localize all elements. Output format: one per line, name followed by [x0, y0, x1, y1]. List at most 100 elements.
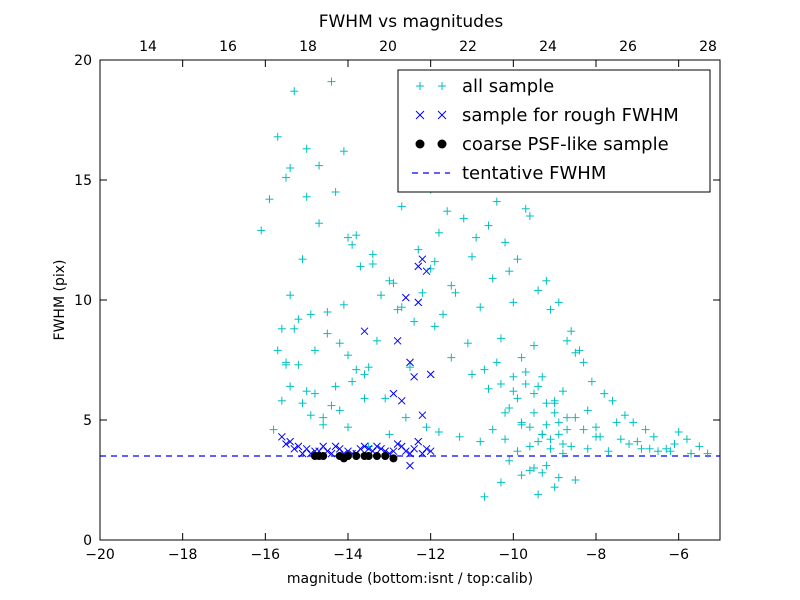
all-sample-point: [625, 440, 634, 448]
all-sample-point: [364, 363, 373, 372]
all-sample-point: [294, 315, 303, 324]
all-sample-point: [583, 444, 592, 453]
all-sample-point: [356, 262, 365, 271]
all-sample-point: [315, 161, 324, 170]
all-sample-point: [339, 300, 348, 309]
all-sample-point: [476, 437, 485, 446]
all-sample-point: [649, 432, 658, 441]
all-sample-point: [434, 228, 443, 237]
legend-psf-sample-marker: [437, 139, 447, 149]
all-sample-point: [310, 389, 319, 398]
all-sample-point: [488, 274, 497, 283]
all-sample-point: [616, 435, 625, 444]
all-sample-point: [505, 267, 514, 276]
all-sample-point: [319, 413, 328, 422]
legend: all sample sample for rough FWHM coarse PS…: [397, 69, 711, 193]
axis-ticks: −20 −18 −16 −14 −12 −10 −8 −6 14 16 18 20 22 24 26 28 0 5…: [74, 39, 720, 563]
all-sample-point: [662, 444, 671, 453]
all-sample-point: [542, 276, 551, 285]
rough-sample-point: [397, 396, 406, 405]
all-sample-point: [546, 444, 555, 453]
all-sample-point: [476, 303, 485, 312]
x-tick-label: −12: [416, 547, 446, 563]
psf-sample-point: [381, 452, 390, 460]
all-sample-point: [282, 360, 290, 369]
all-sample-point: [290, 324, 299, 333]
rough-sample-point: [406, 461, 414, 470]
all-sample-point: [687, 449, 696, 458]
all-sample-point: [348, 377, 357, 386]
all-sample-point: [286, 291, 295, 300]
top-x-tick-label: 24: [539, 39, 557, 55]
all-sample-point: [335, 406, 344, 415]
all-sample-point: [554, 473, 563, 482]
rough-sample-point: [414, 262, 423, 271]
all-sample-point: [592, 423, 600, 432]
all-sample-point: [604, 447, 613, 456]
all-sample-point: [277, 324, 286, 333]
all-sample-point: [492, 358, 501, 367]
rough-sample-point: [422, 444, 431, 453]
legend-label: tentative FWHM: [462, 163, 606, 184]
x-tick-label: −16: [251, 547, 281, 563]
all-sample-point: [319, 420, 328, 429]
all-sample-point: [298, 399, 307, 408]
all-sample-point: [674, 428, 683, 436]
all-sample-point: [579, 425, 588, 434]
rough-sample-point: [418, 255, 427, 264]
all-sample-point: [513, 394, 522, 403]
legend-box: [397, 69, 711, 193]
all-sample-point: [480, 365, 489, 374]
all-sample-point: [360, 370, 369, 379]
all-sample-point: [496, 334, 505, 343]
all-sample-point: [273, 132, 282, 141]
all-sample-point: [525, 212, 534, 220]
all-sample-point: [563, 413, 572, 422]
all-sample-point: [302, 387, 311, 396]
all-sample-point: [525, 423, 534, 432]
all-sample-point: [534, 437, 543, 446]
all-sample-point: [393, 305, 402, 314]
all-sample-point: [368, 250, 377, 259]
all-sample-point: [496, 380, 505, 388]
all-sample-point: [534, 286, 543, 295]
all-sample-point: [670, 440, 679, 448]
rough-sample-point: [397, 442, 406, 451]
all-sample-point: [558, 440, 567, 448]
all-sample-point: [257, 226, 266, 235]
rough-sample-point: [418, 411, 427, 420]
x-tick-label: −18: [168, 547, 198, 563]
rough-sample-point: [410, 372, 418, 381]
legend-entry: sample for rough FWHM: [415, 105, 679, 126]
all-sample-point: [550, 483, 559, 492]
all-sample-point: [501, 435, 510, 444]
y-axis-label: FWHM (pix): [52, 260, 68, 341]
rough-sample-point: [290, 444, 299, 453]
all-sample-point: [331, 188, 340, 196]
all-sample-point: [410, 317, 419, 326]
all-sample-point: [426, 264, 435, 273]
all-sample-point: [298, 255, 307, 264]
all-sample-point: [509, 372, 518, 381]
all-sample-point: [422, 423, 431, 432]
all-sample-point: [447, 281, 456, 290]
all-sample-point: [286, 382, 295, 391]
all-sample-point: [530, 408, 538, 417]
all-sample-point: [401, 413, 410, 422]
all-sample-point: [397, 303, 406, 312]
top-x-tick-label: 18: [299, 39, 317, 55]
all-sample-point: [381, 394, 390, 403]
x-tick-label: −20: [85, 547, 115, 563]
y-tick-label: 10: [74, 293, 92, 309]
x-tick-label: −14: [333, 547, 363, 563]
all-sample-point: [468, 252, 476, 261]
all-sample-point: [269, 425, 278, 434]
rough-sample-point: [426, 447, 435, 456]
rough-sample-point: [373, 442, 381, 451]
top-x-tick-label: 22: [459, 39, 477, 55]
all-sample-point: [645, 444, 654, 453]
all-sample-point: [344, 233, 352, 242]
all-sample-point: [302, 192, 311, 201]
all-sample-point: [554, 418, 563, 427]
